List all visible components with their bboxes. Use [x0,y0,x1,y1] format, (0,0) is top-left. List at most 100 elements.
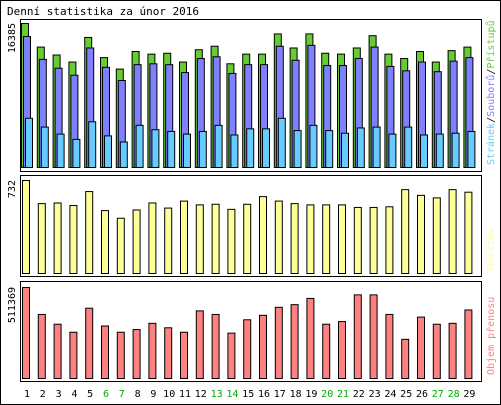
bar-visits-19 [306,204,315,275]
x-tick-label-7: 7 [119,389,125,400]
panel-max-label: 16385 [7,23,18,53]
panel-legend: Návštěv [485,228,497,270]
bar-volume-28 [448,322,457,379]
x-tick-label-8: 8 [135,389,141,400]
legend-separator: / [486,117,497,123]
bar-traffic-Stránek-28 [451,132,460,168]
bar-visits-11 [180,200,188,274]
bar-volume-3 [53,323,62,379]
x-axis-labels: 1 2 3 4 5 6 7 8 9 10 11 12 13 14 15 16 17 18 19 20 21 22 23 24 2… [24,389,475,400]
bar-visits-7 [116,217,125,275]
bar-volume-14 [227,332,236,379]
bar-volume-8 [132,329,141,380]
panel-max-label: 511369 [7,287,18,323]
x-tick-label-25: 25 [400,389,412,400]
bar-visits-23 [369,206,378,275]
bar-traffic-Stránek-5 [88,121,97,169]
x-tick-label-16: 16 [258,389,270,400]
bar-traffic-Stránek-19 [309,124,318,168]
chart-title: Denní statistika za únor 2016 [7,5,199,18]
bar-visits-25 [401,189,410,274]
bar-visits-9 [148,202,157,274]
legend-entry: Objem přenosu [485,297,497,375]
bar-volume-6 [101,325,109,379]
bar-visits-15 [243,203,252,274]
legend-entry: Stránek [485,123,497,165]
legend-entry: Souborů [485,75,497,117]
x-tick-label-14: 14 [226,389,238,400]
x-tick-label-28: 28 [448,389,460,400]
bar-visits-13 [211,203,220,274]
bar-visits-22 [353,206,362,275]
legend-entry: Přístupů [485,20,497,68]
x-tick-label-9: 9 [150,389,156,400]
x-tick-label-13: 13 [211,389,223,400]
bar-volume-21 [338,321,346,379]
x-tick-label-24: 24 [384,389,396,400]
bar-traffic-Stránek-2 [40,126,49,168]
bar-volume-11 [180,331,188,380]
x-tick-label-2: 2 [40,389,46,400]
bar-volume-13 [211,313,220,380]
x-tick-label-26: 26 [416,389,428,400]
bar-volume-2 [37,313,46,380]
panel-legend: Objem přenosu [485,297,497,375]
bar-volume-24 [385,313,394,380]
bar-volume-18 [290,304,299,380]
bar-visits-16 [259,196,267,274]
bar-visits-10 [164,207,173,274]
panel-visits: 732 Návštěv [7,175,497,277]
bar-traffic-Stránek-29 [467,130,476,168]
bar-visits-26 [417,194,425,275]
bar-volume-1 [22,287,30,379]
x-tick-label-12: 12 [195,389,207,400]
bar-traffic-Stránek-17 [277,117,286,169]
bar-visits-14 [227,208,236,274]
x-tick-label-18: 18 [290,389,302,400]
bar-volume-27 [432,323,441,379]
bar-traffic-Stránek-6 [104,135,112,169]
bar-visits-24 [385,206,394,274]
bar-volume-22 [353,294,362,379]
bar-volume-4 [69,331,78,380]
legend-separator: / [486,69,497,75]
bar-traffic-Stránek-12 [198,130,207,168]
panel-legend: Stránek/Souborů/Přístupů [485,20,497,165]
x-tick-label-27: 27 [432,389,444,400]
bar-visits-12 [195,204,204,275]
bar-traffic-Stránek-24 [388,133,397,169]
bar-traffic-Stránek-27 [435,133,444,169]
x-tick-label-20: 20 [321,389,333,400]
panel-volume: 511369 Objem přenosu [7,281,497,382]
bar-traffic-Stránek-15 [246,128,255,169]
x-tick-label-29: 29 [463,389,475,400]
bar-volume-15 [243,319,252,379]
panels-group: 16385Stránek/Souborů/Přístupů732Návštěv5… [7,19,497,382]
bar-volume-5 [85,307,94,379]
x-tick-label-15: 15 [242,389,254,400]
bar-visits-6 [101,210,109,274]
x-tick-label-10: 10 [163,389,175,400]
bar-traffic-Stránek-11 [183,133,191,169]
bar-visits-21 [338,204,346,275]
x-tick-label-4: 4 [71,389,77,400]
bar-visits-5 [85,191,94,275]
bar-traffic-Stránek-1 [25,117,33,169]
x-tick-label-21: 21 [337,389,349,400]
bar-traffic-Stránek-9 [151,129,160,168]
bar-volume-19 [306,297,315,379]
bar-traffic-Stránek-25 [404,126,413,168]
bar-volume-7 [116,331,125,380]
x-tick-label-11: 11 [179,389,191,400]
bar-traffic-Stránek-20 [325,130,334,169]
bar-visits-20 [322,204,331,275]
x-tick-label-6: 6 [103,389,109,400]
bar-traffic-Stránek-13 [214,124,223,168]
bar-volume-26 [417,316,425,380]
bar-traffic-Stránek-8 [135,124,144,168]
bar-traffic-Stránek-22 [356,127,365,168]
bar-visits-1 [22,180,30,274]
bar-traffic-Stránek-10 [167,130,176,168]
